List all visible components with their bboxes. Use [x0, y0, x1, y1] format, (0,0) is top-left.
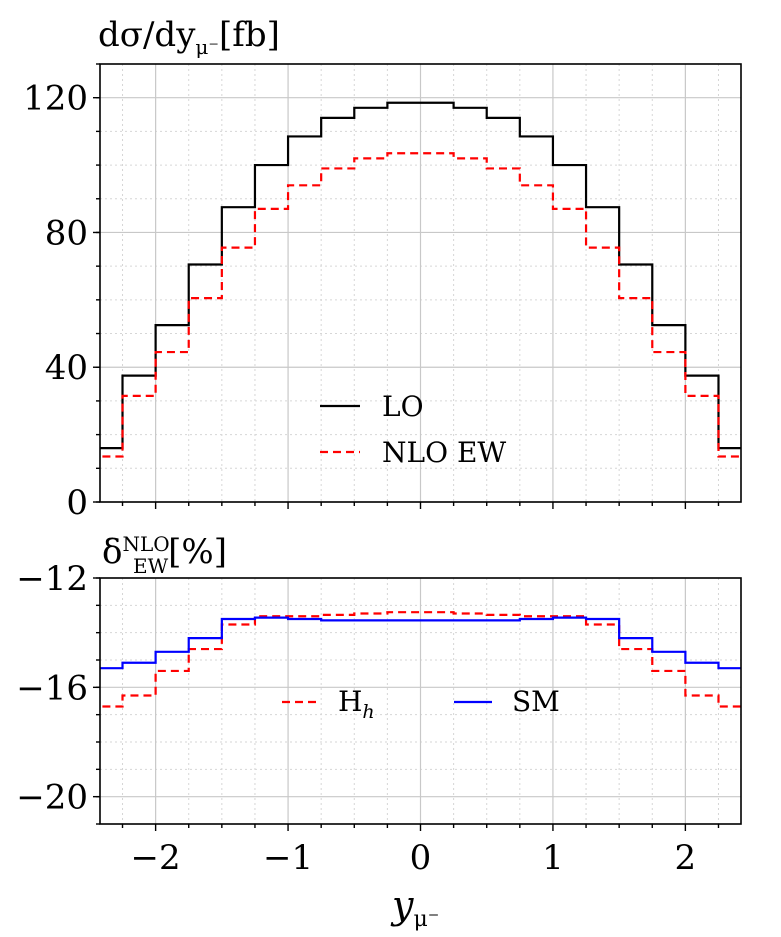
bottom-ylabel-main: δ: [102, 532, 122, 572]
bottom-ylabel-sup: NLO: [122, 532, 169, 556]
bottom-panel: −12 −16 −20 −2 −1 0 1 2 Hh SM: [16, 559, 742, 878]
legend-label-main: H: [338, 685, 362, 718]
bottom-ylabel: δNLO EW[%]: [102, 532, 227, 578]
legend-bottom: Hh SM: [282, 685, 560, 723]
y-tick-label: −12: [16, 559, 88, 599]
y-tick-label: 40: [45, 348, 88, 388]
legend-label: Hh: [338, 685, 375, 723]
y-tick-label: 120: [23, 79, 88, 119]
top-ylabel-unit: [fb]: [219, 15, 280, 55]
x-tick-label: 2: [675, 838, 697, 878]
x-tick-label: 0: [410, 838, 432, 878]
y-tick-label: 0: [66, 483, 88, 523]
y-tick-label: 80: [45, 213, 88, 253]
legend-label-sub: h: [362, 701, 374, 723]
y-tick-label: −16: [16, 668, 88, 708]
bottom-ylabel-unit: [%]: [168, 532, 227, 572]
series-line-sm: [100, 616, 741, 670]
x-axis-label-main: y: [390, 883, 414, 927]
legend-label: SM: [512, 685, 560, 718]
x-tick-label: 1: [542, 838, 564, 878]
series-line-lo: [100, 101, 741, 450]
top-ylabel: dσ/dyμ⁻[fb]: [98, 15, 280, 59]
x-tick-label: −2: [131, 838, 181, 878]
bottom-ylabel-sub: EW: [133, 554, 169, 578]
top-ylabel-main: dσ/dy: [98, 15, 196, 55]
legend-label: LO: [382, 390, 424, 423]
legend-label: NLO EW: [382, 436, 506, 469]
legend-top: LO NLO EW: [320, 390, 506, 469]
top-panel: 0 40 80 120 LO NLO EW: [23, 63, 742, 523]
grid: [100, 577, 741, 825]
x-axis-label-sub: μ⁻: [413, 907, 439, 932]
x-axis-label: yμ⁻: [390, 883, 439, 932]
top-ylabel-sub: μ⁻: [195, 35, 219, 59]
y-tick-label: −20: [16, 778, 88, 818]
x-tick-label: −1: [263, 838, 313, 878]
